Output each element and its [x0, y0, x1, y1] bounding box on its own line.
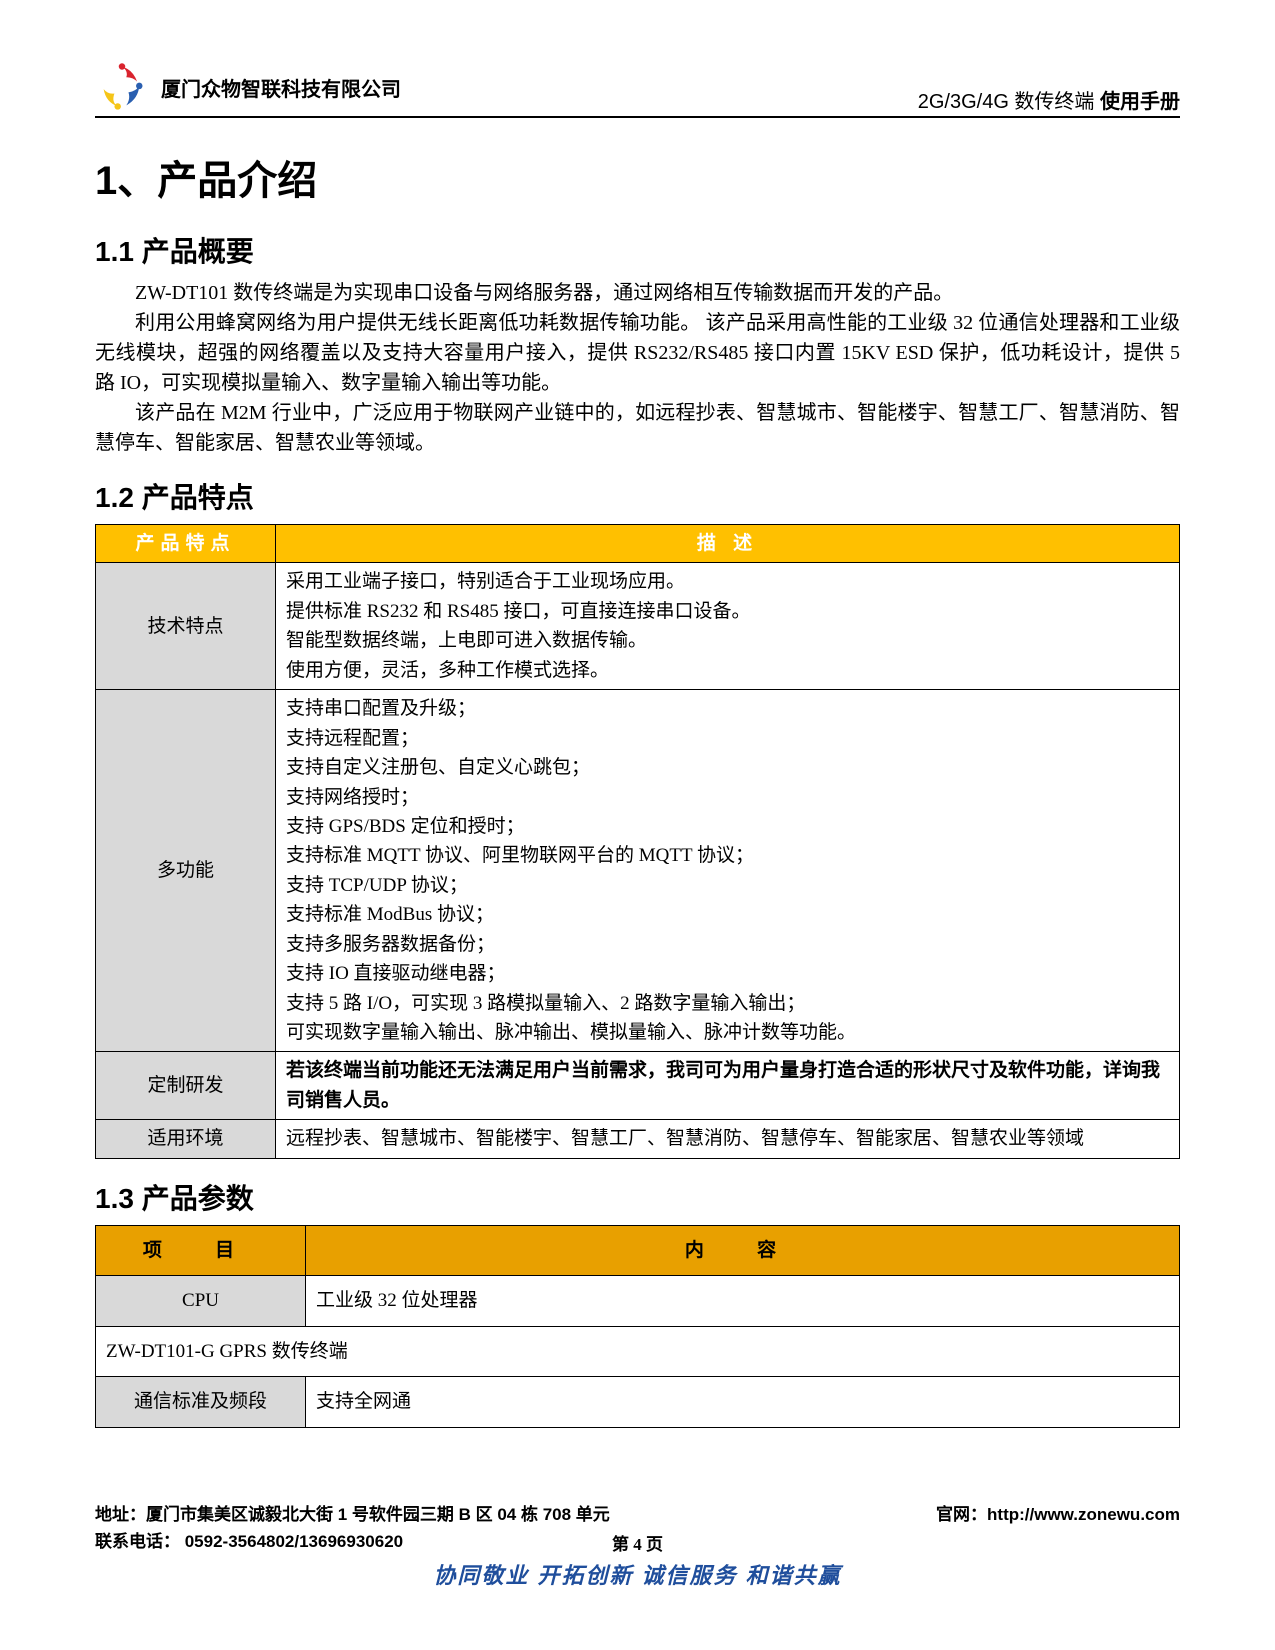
- page-header: 厦门众物智联科技有限公司 2G/3G/4G 数传终端 使用手册: [95, 60, 1180, 118]
- feature-row-desc: 支持串口配置及升级；支持远程配置；支持自定义注册包、自定义心跳包；支持网络授时；…: [276, 690, 1180, 1052]
- params-th-1: 项 目: [96, 1225, 306, 1275]
- feature-row-label: 定制研发: [96, 1052, 276, 1120]
- feature-row-label: 多功能: [96, 690, 276, 1052]
- feature-row-label: 技术特点: [96, 563, 276, 690]
- param-span-row: ZW-DT101-G GPRS 数传终端: [96, 1326, 1180, 1376]
- param-row-label: 通信标准及频段: [96, 1377, 306, 1427]
- footer-phone: 联系电话： 0592-3564802/13696930620: [95, 1527, 1180, 1552]
- features-th-2: 描 述: [276, 525, 1180, 563]
- section-1-2-title: 1.2 产品特点: [95, 476, 1180, 516]
- section-1-1-title: 1.1 产品概要: [95, 230, 1180, 270]
- feature-row-desc: 采用工业端子接口，特别适合于工业现场应用。提供标准 RS232 和 RS485 …: [276, 563, 1180, 690]
- page-footer: 地址：厦门市集美区诚毅北大街 1 号软件园三期 B 区 04 栋 708 单元 …: [95, 1500, 1180, 1590]
- company-logo-icon: [95, 60, 149, 114]
- feature-row-label: 适用环境: [96, 1120, 276, 1158]
- feature-row-desc: 远程抄表、智慧城市、智能楼宇、智慧工厂、智慧消防、智慧停车、智能家居、智慧农业等…: [276, 1120, 1180, 1158]
- section-1-1-p2: 利用公用蜂窝网络为用户提供无线长距离低功耗数据传输功能。 该产品采用高性能的工业…: [95, 308, 1180, 398]
- section-1-1-p1: ZW-DT101 数传终端是为实现串口设备与网络服务器，通过网络相互传输数据而开…: [95, 278, 1180, 308]
- features-table: 产品特点 描 述 技术特点采用工业端子接口，特别适合于工业现场应用。提供标准 R…: [95, 524, 1180, 1159]
- feature-row-desc: 若该终端当前功能还无法满足用户当前需求，我司可为用户量身打造合适的形状尺寸及软件…: [276, 1052, 1180, 1120]
- footer-website: 官网：http://www.zonewu.com: [936, 1500, 1180, 1525]
- footer-address: 地址：厦门市集美区诚毅北大街 1 号软件园三期 B 区 04 栋 708 单元: [95, 1500, 610, 1525]
- header-left-group: 厦门众物智联科技有限公司: [95, 60, 401, 114]
- footer-slogan: 协同敬业 开拓创新 诚信服务 和谐共赢: [95, 1558, 1180, 1590]
- param-row-value: 工业级 32 位处理器: [306, 1276, 1180, 1326]
- param-row-label: CPU: [96, 1276, 306, 1326]
- document-title: 2G/3G/4G 数传终端 使用手册: [918, 85, 1180, 114]
- param-row-value: 支持全网通: [306, 1377, 1180, 1427]
- section-1-3-title: 1.3 产品参数: [95, 1177, 1180, 1217]
- features-th-1: 产品特点: [96, 525, 276, 563]
- params-th-2: 内 容: [306, 1225, 1180, 1275]
- company-name: 厦门众物智联科技有限公司: [161, 73, 401, 102]
- chapter-title: 1、产品介绍: [95, 148, 1180, 206]
- section-1-1-p3: 该产品在 M2M 行业中，广泛应用于物联网产业链中的，如远程抄表、智慧城市、智能…: [95, 398, 1180, 458]
- params-table: 项 目 内 容 CPU工业级 32 位处理器ZW-DT101-G GPRS 数传…: [95, 1225, 1180, 1428]
